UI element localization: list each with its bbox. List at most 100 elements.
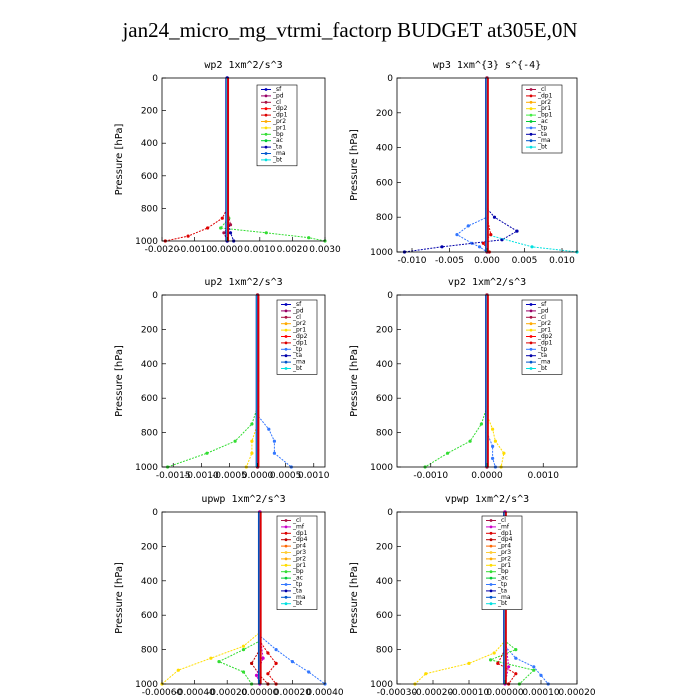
data-point-bp (217, 660, 221, 664)
series-line-tp (504, 512, 549, 685)
y-tick-label: 0 (152, 291, 158, 301)
legend-label: _dp2 (292, 333, 308, 340)
legend-label: _pr2 (537, 320, 551, 327)
legend-marker (284, 563, 288, 567)
legend-marker (284, 583, 288, 586)
series-line-bp (167, 295, 259, 468)
legend-marker (284, 589, 288, 593)
legend-marker (284, 328, 288, 332)
legend-marker (529, 328, 533, 332)
data-point-tp (539, 673, 543, 678)
legend-label: _cl (272, 99, 281, 106)
data-point-bp (233, 439, 237, 443)
legend-label: _pr2 (292, 555, 306, 562)
panel-title: vpwp 1xm^2/s^3 (445, 494, 529, 505)
series-line-tp (456, 78, 488, 253)
legend-label: _cl (497, 517, 506, 524)
y-tick-label: 600 (376, 611, 393, 621)
legend-label: _tp (537, 124, 547, 131)
y-tick-label: 1000 (370, 680, 393, 690)
plot-frame (396, 511, 578, 685)
legend-marker (264, 100, 268, 104)
legend: _sf_pd_cl_pr2_pr1_dp2_dp1_tp_ta_ma_bt (276, 299, 318, 375)
y-tick-label: 400 (376, 144, 393, 154)
legend-marker (529, 120, 533, 123)
data-point-dp1 (266, 651, 270, 655)
x-tick-label: 0.00020 (558, 688, 595, 698)
data-point-ta (228, 231, 233, 235)
legend-label: _bt (292, 365, 303, 372)
legend-label: _pr4 (292, 543, 306, 550)
data-point-tp (477, 245, 482, 249)
y-tick-label: 0 (152, 74, 158, 84)
legend-label: _pr1 (292, 562, 306, 569)
data-point-bp (514, 648, 518, 652)
data-point-pr1 (250, 439, 254, 443)
data-point-dp1 (514, 672, 518, 676)
x-tick-label: 0.0020 (277, 245, 309, 255)
y-tick-label: 200 (376, 325, 393, 335)
series-line-pr1 (245, 295, 259, 468)
data-point-tp (491, 456, 495, 460)
x-tick-label: -0.00060 (142, 688, 183, 698)
data-point-bt (530, 245, 534, 249)
panel-title: upwp 1xm^2/s^3 (201, 494, 285, 505)
y-axis-label: Pressure [hPa] (349, 129, 360, 201)
legend-label: _bp (272, 131, 284, 138)
x-tick-label: -0.0015 (156, 471, 191, 481)
legend-marker (489, 595, 493, 599)
legend-label: _mf (292, 523, 305, 530)
legend-label: _ac (272, 137, 283, 144)
legend-label: _pr1 (537, 105, 551, 112)
legend-marker (529, 303, 533, 306)
legend-label: _pd (292, 307, 304, 314)
x-tick-label: -0.010 (397, 256, 426, 266)
data-point-pr1 (467, 661, 471, 666)
y-tick-label: 600 (141, 394, 158, 404)
y-tick-label: 600 (141, 611, 158, 621)
legend-marker (489, 563, 493, 567)
legend-marker (284, 341, 288, 345)
legend-marker (489, 544, 493, 548)
legend-label: _tp (497, 581, 507, 588)
y-tick-label: 800 (141, 204, 158, 214)
y-tick-label: 600 (141, 172, 158, 182)
y-tick-label: 600 (376, 394, 393, 404)
x-tick-label: 0.0010 (244, 245, 276, 255)
legend: _sf_pd_cl_pr2_pr1_dp2_dp1_tp_ta_ma_bt (521, 299, 563, 375)
legend-label: _dp1 (497, 530, 513, 537)
y-tick-label: 200 (376, 109, 393, 119)
legend-marker (264, 94, 268, 98)
legend-box (276, 515, 318, 610)
data-point-pr1 (491, 427, 495, 431)
legend-marker (264, 107, 268, 111)
legend-marker (529, 360, 533, 364)
legend-label: _ta (292, 352, 302, 359)
panel-title: wp3 1xm^{3} s^{-4} (433, 60, 541, 71)
legend-marker (489, 538, 493, 542)
data-point-pr1 (493, 439, 497, 443)
panel-title: wp2 1xm^2/s^3 (204, 60, 282, 71)
legend-label: _cl (292, 314, 301, 321)
data-point-ta (515, 229, 519, 233)
x-tick-label: 0.0000 (242, 471, 274, 481)
data-point-bp (264, 231, 268, 235)
y-tick-label: 0 (387, 508, 393, 518)
data-point-dp1 (481, 241, 485, 245)
y-tick-label: 0 (152, 508, 158, 518)
data-point-mf (254, 673, 259, 678)
panel-title: vp2 1xm^2/s^3 (448, 277, 526, 288)
data-point-pr1 (176, 668, 180, 672)
legend-marker (284, 354, 288, 358)
legend-marker (264, 113, 268, 117)
legend-marker (489, 602, 493, 606)
data-point-pr1 (250, 451, 254, 455)
legend-marker (529, 88, 533, 91)
x-tick-label: -0.00040 (174, 688, 215, 698)
data-point-dp1 (274, 661, 278, 666)
legend-label: _bp1 (537, 112, 553, 119)
y-tick-label: 200 (141, 542, 158, 552)
legend-label: _pr1 (537, 327, 551, 334)
